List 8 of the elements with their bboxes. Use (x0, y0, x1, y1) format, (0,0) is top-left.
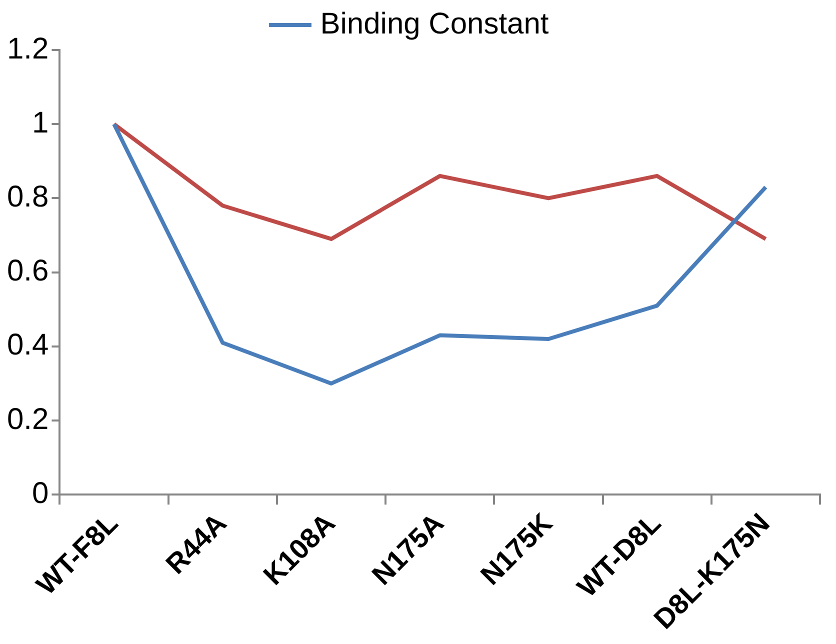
y-tick-label: 0.6 (6, 254, 49, 288)
y-tick-label: 1 (32, 106, 49, 140)
y-tick-label: 0 (32, 476, 49, 510)
y-tick-label: 0.2 (6, 402, 49, 436)
y-tick-label: 0.4 (6, 328, 49, 362)
y-tick-label: 1.2 (6, 32, 49, 66)
y-tick-label: 0.8 (6, 180, 49, 214)
legend-label: Binding Constant (320, 7, 550, 40)
